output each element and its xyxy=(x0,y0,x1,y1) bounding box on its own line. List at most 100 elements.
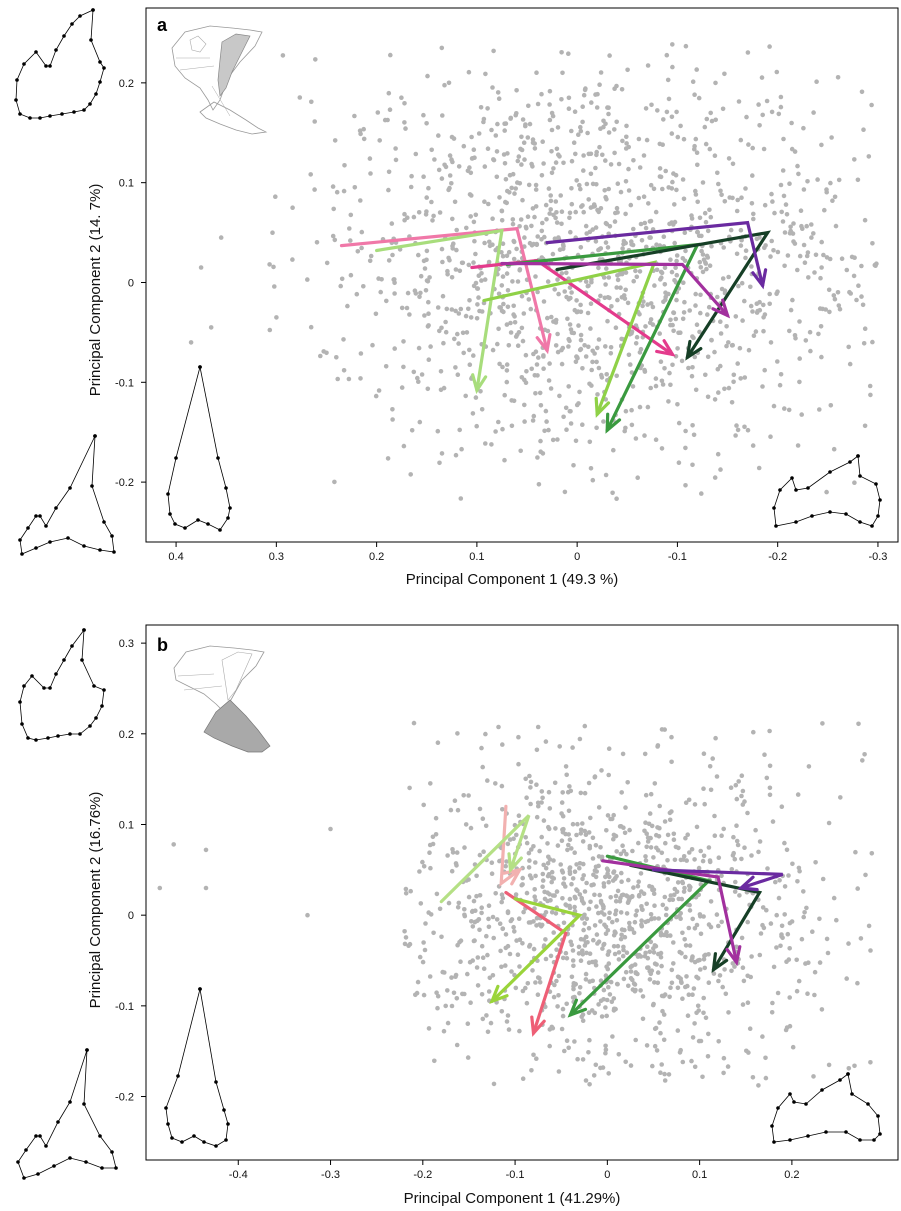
specimen-point xyxy=(647,811,653,816)
specimen-point xyxy=(581,913,587,919)
specimen-point xyxy=(507,951,513,957)
specimen-point xyxy=(753,827,758,833)
specimen-point xyxy=(290,205,295,210)
specimen-point xyxy=(368,171,373,176)
y-tick-label: -0.1 xyxy=(115,377,134,389)
specimen-point xyxy=(674,258,679,264)
specimen-point xyxy=(682,885,687,891)
specimen-point xyxy=(801,889,806,894)
specimen-point xyxy=(668,382,673,388)
specimen-point xyxy=(378,289,384,295)
specimen-point xyxy=(638,988,643,993)
specimen-point xyxy=(418,290,423,296)
specimen-point xyxy=(847,289,852,295)
specimen-point xyxy=(675,880,681,885)
specimen-point xyxy=(486,903,492,908)
specimen-point xyxy=(734,944,739,950)
specimen-point xyxy=(844,976,849,981)
specimen-point xyxy=(514,832,519,838)
specimen-point xyxy=(551,930,556,935)
specimen-point xyxy=(490,914,496,920)
specimen-point xyxy=(540,220,545,226)
specimen-point xyxy=(650,916,655,921)
specimen-point xyxy=(758,931,764,936)
specimen-point xyxy=(489,871,495,876)
specimen-point xyxy=(799,412,804,417)
specimen-point xyxy=(577,389,582,395)
specimen-point xyxy=(568,295,573,301)
specimen-point xyxy=(420,859,425,865)
landmark-dot xyxy=(866,1102,870,1106)
specimen-point xyxy=(484,933,489,939)
specimen-point xyxy=(541,353,546,358)
specimen-point xyxy=(654,1048,660,1053)
specimen-point xyxy=(549,127,555,133)
specimen-point xyxy=(669,131,675,136)
specimen-point xyxy=(578,332,584,338)
specimen-point xyxy=(846,344,851,350)
panel-a-shape-bottom-right xyxy=(772,454,882,528)
specimen-point xyxy=(689,847,695,852)
landmark-dot xyxy=(20,552,24,556)
specimen-point xyxy=(486,924,492,930)
specimen-point xyxy=(479,992,485,997)
specimen-point xyxy=(632,919,638,925)
specimen-point xyxy=(582,889,588,894)
specimen-point xyxy=(733,782,739,788)
specimen-point xyxy=(425,324,431,329)
specimen-point xyxy=(393,146,398,151)
specimen-point xyxy=(767,728,772,734)
specimen-point xyxy=(584,231,589,236)
specimen-point xyxy=(500,807,505,812)
specimen-point xyxy=(655,825,660,830)
specimen-point xyxy=(706,980,712,985)
landmark-dot xyxy=(44,64,48,68)
specimen-point xyxy=(802,910,807,915)
landmark-dot xyxy=(34,50,38,54)
specimen-point xyxy=(437,460,442,466)
specimen-point xyxy=(745,427,751,433)
specimen-point xyxy=(549,879,554,885)
specimen-point xyxy=(578,790,584,796)
specimen-point xyxy=(446,80,452,86)
specimen-point xyxy=(764,907,769,913)
specimen-point xyxy=(505,841,511,847)
specimen-point xyxy=(517,964,522,969)
landmark-dot xyxy=(168,512,172,516)
specimen-point xyxy=(490,85,495,90)
landmark-dot xyxy=(824,1130,828,1134)
specimen-point xyxy=(718,331,724,336)
specimen-point xyxy=(867,383,873,389)
specimen-point xyxy=(641,299,646,304)
specimen-point xyxy=(553,160,559,165)
specimen-point xyxy=(471,219,477,225)
specimen-point xyxy=(720,106,726,112)
landmark-dot xyxy=(16,1160,20,1164)
specimen-point xyxy=(671,961,676,966)
specimen-point xyxy=(280,53,286,58)
specimen-point xyxy=(673,844,679,850)
specimen-point xyxy=(423,921,428,926)
specimen-point xyxy=(580,1057,586,1062)
specimen-point xyxy=(659,963,664,969)
specimen-point xyxy=(718,363,723,369)
panel-b-points xyxy=(157,720,875,1088)
panel-b: -0.4 -0.3 -0.2 -0.1 0 0.1 0.2 0.30.20.10-0.1-0… xyxy=(16,624,899,1207)
landmark-dot xyxy=(788,1138,792,1142)
specimen-point xyxy=(587,843,593,849)
specimen-point xyxy=(606,275,612,280)
specimen-point xyxy=(674,889,680,894)
specimen-point xyxy=(609,304,614,309)
specimen-point xyxy=(473,212,479,218)
specimen-point xyxy=(506,249,512,255)
specimen-point xyxy=(608,162,614,167)
specimen-point xyxy=(796,978,802,984)
specimen-point xyxy=(456,164,462,169)
landmark-dot xyxy=(180,1140,184,1144)
specimen-point xyxy=(550,437,556,443)
specimen-point xyxy=(854,297,859,303)
specimen-point xyxy=(531,1052,536,1058)
specimen-point xyxy=(817,960,823,965)
specimen-point xyxy=(606,1071,611,1076)
specimen-point xyxy=(527,121,533,127)
